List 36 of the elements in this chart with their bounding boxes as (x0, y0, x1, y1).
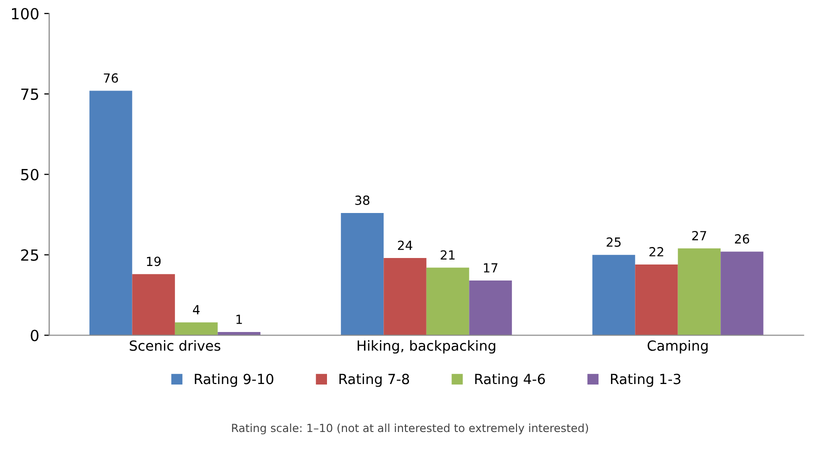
bar (635, 264, 678, 336)
data-label: 26 (734, 234, 750, 244)
data-label: 4 (192, 305, 200, 314)
bar (678, 248, 721, 336)
bar (174, 322, 218, 336)
bar (720, 252, 764, 336)
legend-label: Rating 9-10 (194, 373, 274, 387)
y-tick-label: 100 (12, 8, 38, 20)
data-label: 22 (649, 247, 664, 256)
data-label: 17 (484, 263, 498, 272)
y-tick-label: 50 (21, 168, 38, 180)
y-tick-label: 75 (21, 88, 38, 100)
y-tick-label: 0 (30, 330, 38, 342)
legend-label: Rating 1-3 (610, 373, 680, 387)
x-tick-label: Hiking, backpacking (358, 340, 496, 354)
bar (384, 258, 426, 336)
x-tick-label: Scenic drives (130, 340, 220, 351)
data-label: 38 (355, 196, 370, 206)
data-label: 24 (398, 240, 412, 250)
data-label: 19 (146, 256, 161, 266)
data-label: 76 (104, 73, 118, 83)
y-tick-label: 25 (21, 249, 38, 261)
data-label: 1 (236, 314, 242, 324)
data-label: 25 (606, 237, 621, 247)
bar (469, 280, 512, 336)
text: Rating scale: 1–10 (not at all interested to extremely interested) (232, 424, 588, 434)
bar (426, 268, 470, 336)
bar (592, 254, 636, 336)
legend-label: Rating 7-8 (339, 373, 410, 387)
bar (132, 274, 175, 336)
legend-label: Rating 4-6 (475, 373, 545, 387)
bar (340, 212, 384, 336)
data-label: 27 (692, 230, 706, 240)
x-tick-label: Camping (648, 340, 708, 354)
data-label: 21 (440, 250, 455, 260)
bar (89, 90, 132, 336)
